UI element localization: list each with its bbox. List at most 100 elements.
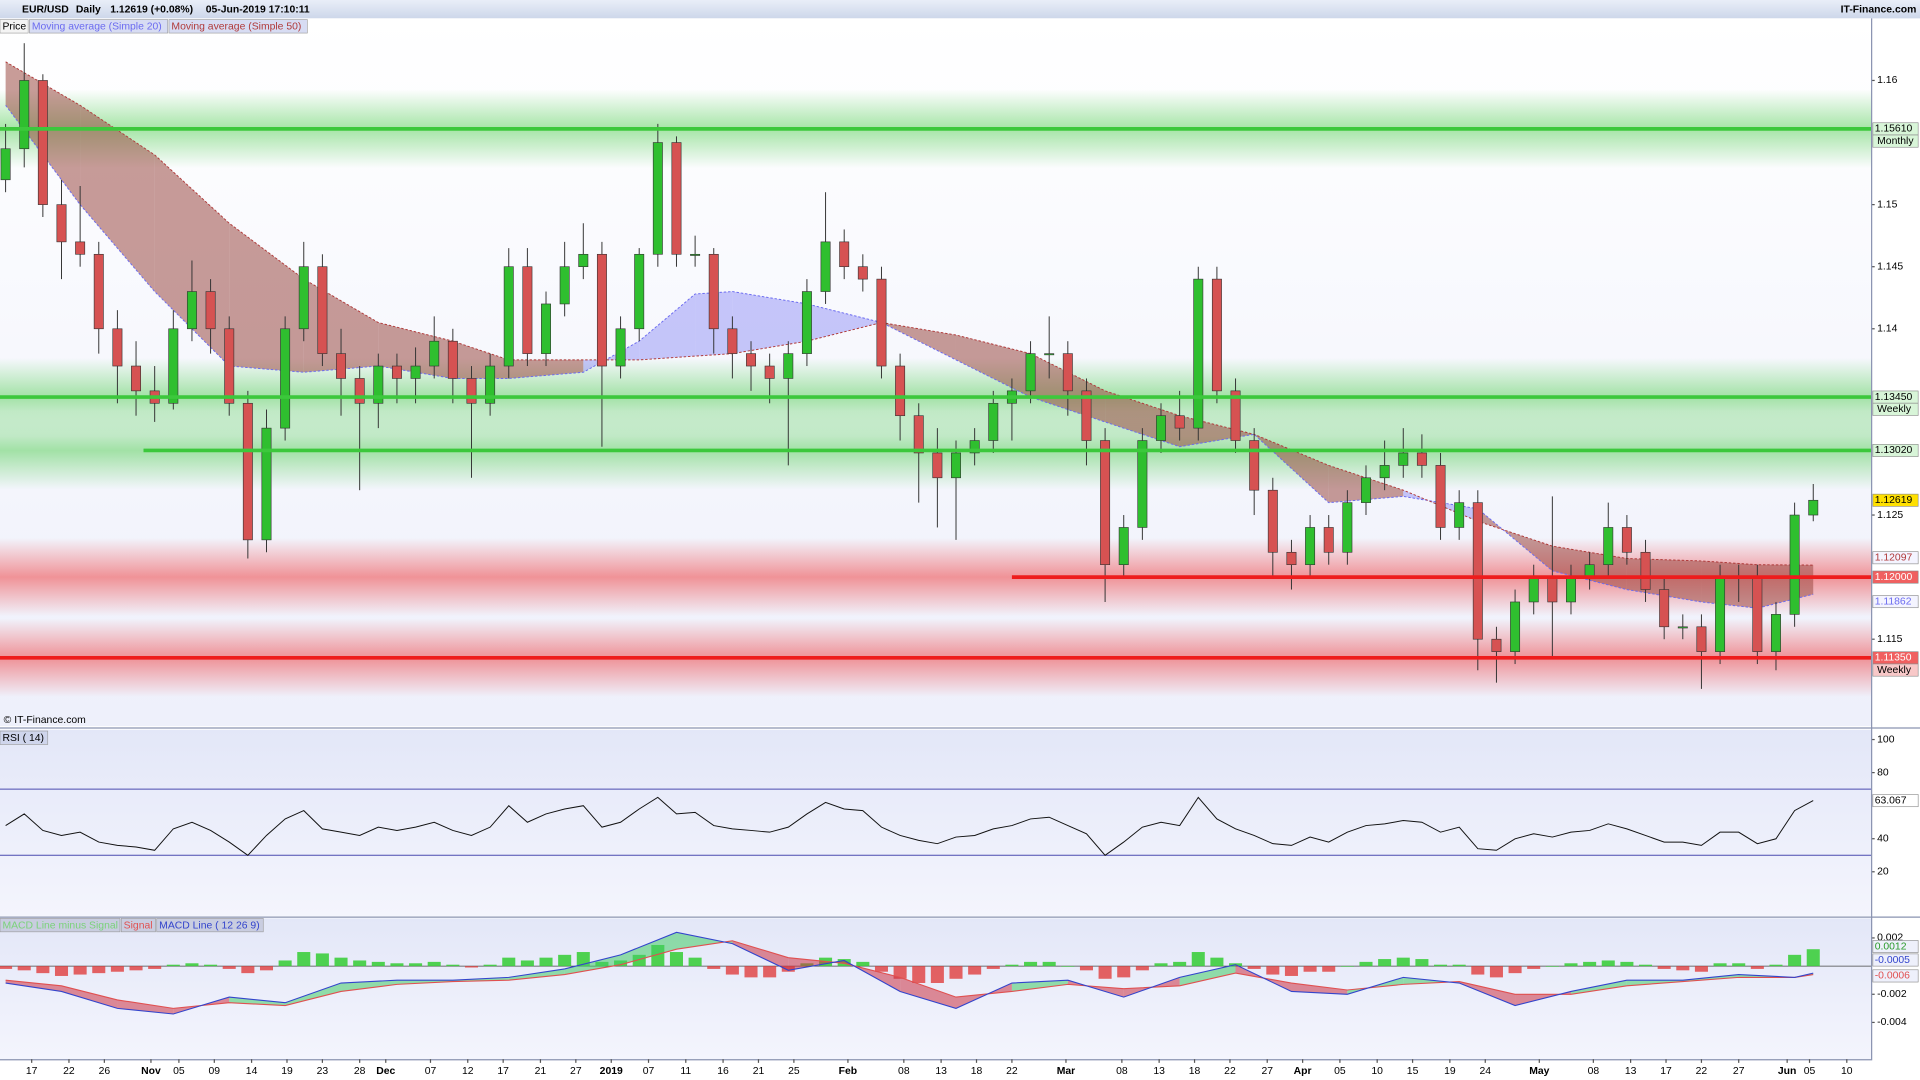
histogram-bar (1061, 966, 1075, 967)
histogram-bar (278, 960, 292, 967)
candle-body (727, 328, 738, 354)
candle-body (559, 266, 570, 305)
level-tag-box (1872, 663, 1919, 677)
candle-body (1416, 452, 1427, 466)
macd-fill (732, 940, 789, 971)
legend-macd: MACD Line ( 12 26 9) (159, 920, 259, 931)
x-tick-label: 11 (680, 1066, 691, 1077)
x-tick-label: 18 (1189, 1066, 1201, 1077)
level-label-box (1872, 444, 1919, 457)
histogram-bar (409, 963, 423, 967)
histogram-bar (669, 952, 683, 967)
macd-fill (61, 985, 118, 1009)
candle-body (1267, 489, 1278, 553)
level-label-box (1872, 570, 1919, 584)
legend-signal: Signal (124, 920, 153, 931)
x-tick-label: 24 (1479, 1066, 1491, 1077)
level-label: 1.12000 (1875, 572, 1913, 583)
y-tick-label: 40 (1877, 833, 1889, 844)
histogram-bar (576, 952, 590, 967)
histogram-bar (1545, 966, 1559, 967)
macd-fill (5, 980, 62, 992)
candle-body (708, 253, 719, 330)
x-tick-label: 08 (898, 1066, 910, 1077)
y-tick-label: -0.004 (1877, 1017, 1907, 1028)
macd-fill (564, 954, 621, 975)
x-tick-label: Apr (1294, 1066, 1312, 1077)
candle-body (56, 204, 67, 243)
candle-body (596, 253, 607, 367)
x-tick-label: 22 (1696, 1066, 1708, 1077)
rsi-value-label: 63.067 (1875, 795, 1907, 806)
x-tick-label: Jun (1778, 1066, 1796, 1077)
level-tag: Weekly (1877, 404, 1912, 415)
plot-layer: 1.115 1.125 1.14 1.145 1.15 1.16 1.15610Monthl… (0, 43, 1919, 1077)
histogram-bar (204, 964, 218, 967)
candle-body (447, 340, 458, 379)
candle-body (671, 142, 682, 255)
x-tick-label: 07 (643, 1066, 655, 1077)
histogram-bar (222, 966, 236, 969)
level-tag: Monthly (1877, 136, 1914, 147)
rsi-value-label-box (1872, 794, 1919, 808)
candle-body (280, 328, 291, 429)
x-tick-label: 22 (63, 1066, 75, 1077)
candle-body (783, 353, 794, 379)
histogram-bar (483, 964, 497, 967)
histogram-bar (1378, 959, 1392, 967)
candle-body (1230, 390, 1241, 441)
histogram-bar (502, 957, 516, 967)
moving-average (5, 61, 1814, 566)
candle-body (1342, 502, 1353, 553)
histogram-bar (1732, 963, 1746, 967)
histogram-bar (1694, 966, 1708, 972)
candle-body (336, 353, 346, 379)
histogram-bar (1173, 961, 1187, 967)
histogram-bar (1266, 966, 1280, 975)
macd-fill (117, 999, 174, 1014)
histogram-bar (1098, 966, 1112, 979)
y-tick-label: -0.002 (1877, 989, 1907, 1000)
histogram-bar (874, 966, 888, 972)
x-tick-label: 27 (1733, 1066, 1745, 1077)
candle-body (242, 402, 253, 541)
ma-band (1701, 560, 1758, 609)
candle-body (895, 365, 906, 417)
histogram-bar (1284, 966, 1298, 976)
histogram-bar (1359, 961, 1373, 967)
legend-box (29, 19, 169, 34)
candle-body (634, 253, 645, 330)
macd-fill (900, 977, 956, 1009)
candle-body (298, 266, 309, 330)
candle-body (1547, 576, 1558, 603)
histogram-bar (1788, 954, 1802, 967)
macd-fill (788, 957, 845, 971)
histogram-bar (520, 960, 534, 967)
histogram-bar (185, 963, 199, 967)
x-tick-label: 07 (425, 1066, 437, 1077)
candle-body (1100, 440, 1111, 566)
histogram-bar (744, 966, 758, 978)
macd-fill (1011, 980, 1068, 992)
histogram-bar (1434, 964, 1448, 967)
histogram-bar (725, 966, 739, 975)
x-tick-label: 13 (935, 1066, 947, 1077)
histogram-bar (1583, 961, 1597, 967)
histogram-bar (1769, 964, 1783, 967)
histogram-bar (17, 966, 31, 971)
x-tick-label: Dec (376, 1066, 395, 1077)
level-label: 1.15610 (1875, 124, 1913, 135)
site: IT-Finance.com (1841, 5, 1917, 16)
histogram-bar (427, 961, 441, 967)
histogram-bar (464, 966, 479, 968)
candle-body (93, 253, 104, 330)
legend-price: Price (2, 22, 26, 33)
legend: Price Moving average (Simple 20) Moving … (0, 19, 308, 34)
candle-body (1584, 564, 1595, 578)
indicator-title-box (0, 730, 49, 745)
candle-body (913, 415, 924, 454)
x-tick-label: 10 (1371, 1066, 1383, 1077)
candle-body (1603, 527, 1614, 566)
candle-body (1677, 626, 1688, 629)
macd-fill (1291, 983, 1348, 995)
